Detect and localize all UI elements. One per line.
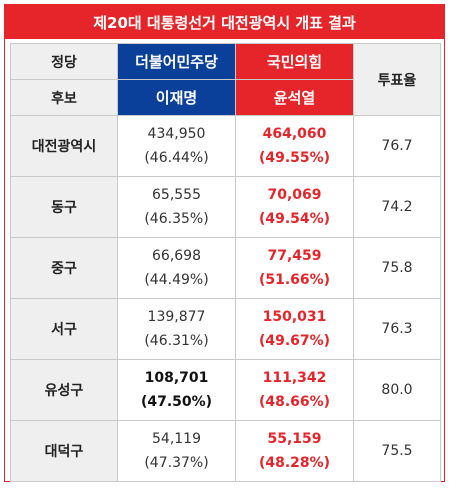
yoon-result: 55,159 (48.28%) bbox=[235, 420, 354, 482]
table-row: 대전광역시 434,950 (46.44%) 464,060 (49.55%) 76.7 bbox=[10, 115, 441, 177]
candidate-label: 후보 bbox=[10, 79, 118, 116]
results-table: 정당 더불어민주당 국민의힘 투표율 후보 이재명 윤석열 대전광역시 434,9… bbox=[10, 43, 441, 482]
table-row: 대덕구 54,119 (47.37%) 55,159 (48.28%) 75.5 bbox=[10, 420, 441, 482]
party-ppp: 국민의힘 bbox=[235, 43, 354, 80]
yoon-result: 464,060 (49.55%) bbox=[235, 115, 354, 177]
lee-votes: 54,119 bbox=[152, 431, 201, 447]
yoon-votes: 464,060 bbox=[262, 126, 327, 142]
yoon-votes: 70,069 bbox=[267, 187, 322, 203]
table-row: 동구 65,555 (46.35%) 70,069 (49.54%) 74.2 bbox=[10, 176, 441, 238]
turnout-label: 투표율 bbox=[353, 43, 441, 116]
region-name: 대덕구 bbox=[10, 420, 118, 482]
table-row: 서구 139,877 (46.31%) 150,031 (49.67%) 76.3 bbox=[10, 298, 441, 360]
turnout-value: 75.5 bbox=[353, 420, 441, 482]
lee-result: 54,119 (47.37%) bbox=[117, 420, 236, 482]
yoon-percent: (51.66%) bbox=[258, 272, 331, 288]
lee-result: 65,555 (46.35%) bbox=[117, 176, 236, 238]
lee-votes: 66,698 bbox=[152, 248, 201, 264]
header-row-party: 정당 더불어민주당 국민의힘 투표율 bbox=[10, 43, 441, 116]
yoon-votes: 55,159 bbox=[267, 431, 322, 447]
lee-result: 139,877 (46.31%) bbox=[117, 298, 236, 360]
region-name: 중구 bbox=[10, 237, 118, 299]
yoon-result: 111,342 (48.66%) bbox=[235, 359, 354, 421]
yoon-percent: (49.54%) bbox=[258, 211, 331, 227]
lee-percent: (47.50%) bbox=[140, 394, 213, 410]
results-panel: 제20대 대통령선거 대전광역시 개표 결과 정당 더불어민주당 국민의힘 투표… bbox=[4, 4, 445, 482]
lee-percent: (47.37%) bbox=[144, 455, 209, 471]
party-label: 정당 bbox=[10, 43, 118, 80]
table-row: 중구 66,698 (44.49%) 77,459 (51.66%) 75.8 bbox=[10, 237, 441, 299]
lee-percent: (44.49%) bbox=[144, 272, 209, 288]
yoon-votes: 77,459 bbox=[267, 248, 322, 264]
candidate-lee: 이재명 bbox=[117, 79, 236, 116]
yoon-percent: (48.66%) bbox=[258, 394, 331, 410]
candidate-yoon: 윤석열 bbox=[235, 79, 354, 116]
yoon-votes: 150,031 bbox=[262, 309, 327, 325]
yoon-percent: (49.55%) bbox=[258, 150, 331, 166]
region-name: 유성구 bbox=[10, 359, 118, 421]
region-name: 서구 bbox=[10, 298, 118, 360]
turnout-value: 80.0 bbox=[353, 359, 441, 421]
lee-result: 66,698 (44.49%) bbox=[117, 237, 236, 299]
lee-result: 108,701 (47.50%) bbox=[117, 359, 236, 421]
lee-votes: 434,950 bbox=[147, 126, 206, 142]
yoon-percent: (49.67%) bbox=[258, 333, 331, 349]
yoon-result: 70,069 (49.54%) bbox=[235, 176, 354, 238]
party-democratic: 더불어민주당 bbox=[117, 43, 236, 80]
lee-votes: 108,701 bbox=[144, 370, 209, 386]
region-name: 대전광역시 bbox=[10, 115, 118, 177]
lee-votes: 139,877 bbox=[147, 309, 206, 325]
table-row: 유성구 108,701 (47.50%) 111,342 (48.66%) 80.0 bbox=[10, 359, 441, 421]
lee-votes: 65,555 bbox=[152, 187, 201, 203]
yoon-result: 77,459 (51.66%) bbox=[235, 237, 354, 299]
yoon-result: 150,031 (49.67%) bbox=[235, 298, 354, 360]
turnout-value: 74.2 bbox=[353, 176, 441, 238]
header-row-candidate: 후보 이재명 윤석열 bbox=[10, 79, 441, 116]
page-title: 제20대 대통령선거 대전광역시 개표 결과 bbox=[5, 5, 444, 39]
lee-percent: (46.44%) bbox=[144, 150, 209, 166]
turnout-value: 76.7 bbox=[353, 115, 441, 177]
lee-percent: (46.35%) bbox=[144, 211, 209, 227]
yoon-votes: 111,342 bbox=[262, 370, 327, 386]
region-name: 동구 bbox=[10, 176, 118, 238]
turnout-value: 75.8 bbox=[353, 237, 441, 299]
lee-percent: (46.31%) bbox=[144, 333, 209, 349]
lee-result: 434,950 (46.44%) bbox=[117, 115, 236, 177]
turnout-value: 76.3 bbox=[353, 298, 441, 360]
yoon-percent: (48.28%) bbox=[258, 455, 331, 471]
